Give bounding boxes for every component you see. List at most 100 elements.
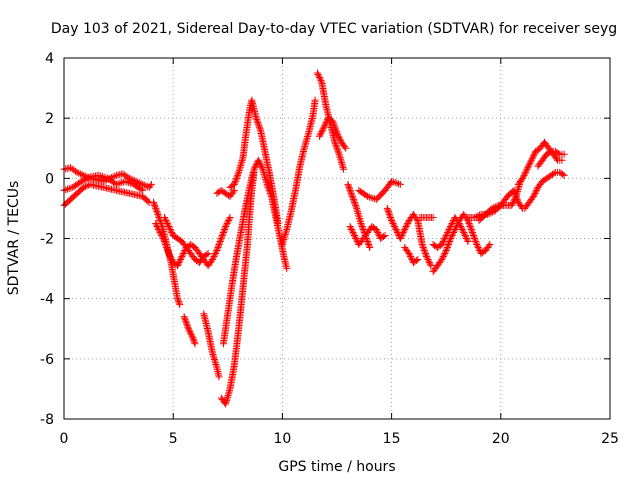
- data-point-trail: [256, 159, 264, 167]
- data-point: [139, 180, 147, 188]
- data-point-trail: [334, 147, 342, 155]
- data-point-trail: [62, 186, 70, 194]
- data-point-trail: [212, 248, 220, 256]
- data-point-trail: [440, 236, 448, 244]
- data-point: [346, 222, 354, 230]
- y-tick-label: 0: [45, 171, 54, 187]
- data-point-trail: [425, 257, 433, 265]
- data-point-trail: [153, 222, 161, 230]
- data-point-trail: [316, 74, 324, 82]
- data-point-trail: [362, 191, 370, 199]
- data-point-trail: [387, 213, 395, 221]
- data-point-trail: [349, 228, 357, 236]
- data-point-trail: [175, 299, 183, 307]
- data-point-trail: [490, 204, 498, 212]
- data-point-trail: [470, 231, 477, 239]
- data-point: [519, 174, 527, 182]
- data-point-trail: [404, 218, 412, 226]
- data-point-trail: [520, 171, 528, 179]
- data-point-trail: [471, 236, 479, 244]
- data-series: [346, 222, 389, 249]
- data-point-trail: [554, 149, 562, 157]
- data-point: [215, 373, 223, 381]
- data-point: [154, 210, 162, 218]
- data-point-trail: [364, 238, 372, 246]
- data-point-trail: [316, 75, 324, 83]
- data-point-trail: [179, 251, 187, 259]
- data-point-trail: [474, 244, 482, 252]
- data-point-trail: [444, 242, 452, 250]
- data-point: [230, 186, 238, 194]
- data-point-trail: [532, 188, 540, 196]
- data-series: [60, 180, 153, 209]
- data-point-trail: [475, 245, 483, 253]
- data-point-trail: [508, 200, 516, 208]
- data-point-trail: [550, 169, 558, 177]
- data-point-trail: [176, 256, 184, 264]
- data-point-trail: [157, 230, 165, 238]
- data-point-trail: [331, 123, 339, 131]
- data-point-trail: [166, 253, 174, 261]
- data-point-trail: [452, 224, 460, 232]
- data-point-trail: [448, 231, 456, 239]
- data-point: [350, 231, 358, 239]
- data-point-trail: [213, 245, 221, 253]
- data-point-trail: [391, 179, 399, 187]
- data-point-trail: [152, 221, 160, 229]
- data-point: [180, 313, 188, 321]
- data-point-trail: [391, 222, 399, 230]
- data-point: [471, 213, 479, 221]
- data-point-trail: [426, 260, 434, 268]
- data-point-trail: [385, 209, 393, 217]
- data-point: [152, 219, 160, 227]
- data-point: [558, 156, 566, 164]
- data-point-trail: [251, 164, 259, 172]
- data-point-trail: [424, 256, 432, 264]
- data-point-trail: [83, 182, 91, 190]
- data-point-trail: [167, 227, 175, 235]
- data-point-trail: [559, 170, 567, 178]
- data-point-trail: [446, 236, 454, 244]
- data-point: [209, 256, 217, 264]
- data-point: [316, 132, 324, 140]
- data-point-trail: [420, 245, 428, 253]
- data-point-trail: [140, 181, 148, 189]
- data-point-trail: [526, 159, 534, 167]
- data-point: [230, 180, 238, 188]
- data-point: [364, 192, 372, 200]
- data-point-trail: [151, 203, 159, 211]
- data-point: [340, 165, 348, 173]
- data-point-trail: [389, 178, 397, 186]
- data-point-trail: [221, 224, 229, 232]
- data-point-trail: [181, 314, 189, 322]
- data-point-trail: [166, 224, 174, 232]
- data-point-trail: [166, 251, 174, 259]
- data-point-trail: [158, 231, 166, 239]
- data-point-trail: [525, 161, 533, 169]
- data-point-trail: [465, 219, 473, 227]
- data-point-trail: [441, 248, 449, 256]
- data-point: [468, 228, 476, 236]
- data-point-trail: [185, 326, 193, 334]
- data-point: [80, 183, 88, 191]
- data-point: [95, 171, 103, 179]
- data-point-trail: [161, 239, 169, 247]
- data-point-trail: [358, 222, 366, 230]
- data-series: [160, 213, 212, 267]
- data-point: [174, 262, 182, 270]
- data-point-trail: [154, 224, 162, 232]
- data-point: [263, 180, 271, 188]
- data-point: [447, 235, 455, 242]
- data-series: [383, 204, 435, 270]
- data-point-trail: [463, 236, 471, 244]
- data-point-trail: [437, 257, 445, 265]
- data-point-trail: [472, 213, 480, 221]
- data-point-trail: [380, 232, 388, 240]
- data-point-trail: [164, 221, 172, 229]
- data-point: [560, 171, 568, 179]
- data-point-trail: [162, 216, 170, 224]
- data-point-trail: [164, 248, 172, 256]
- data-point-trail: [350, 198, 358, 206]
- data-point-trail: [367, 194, 375, 202]
